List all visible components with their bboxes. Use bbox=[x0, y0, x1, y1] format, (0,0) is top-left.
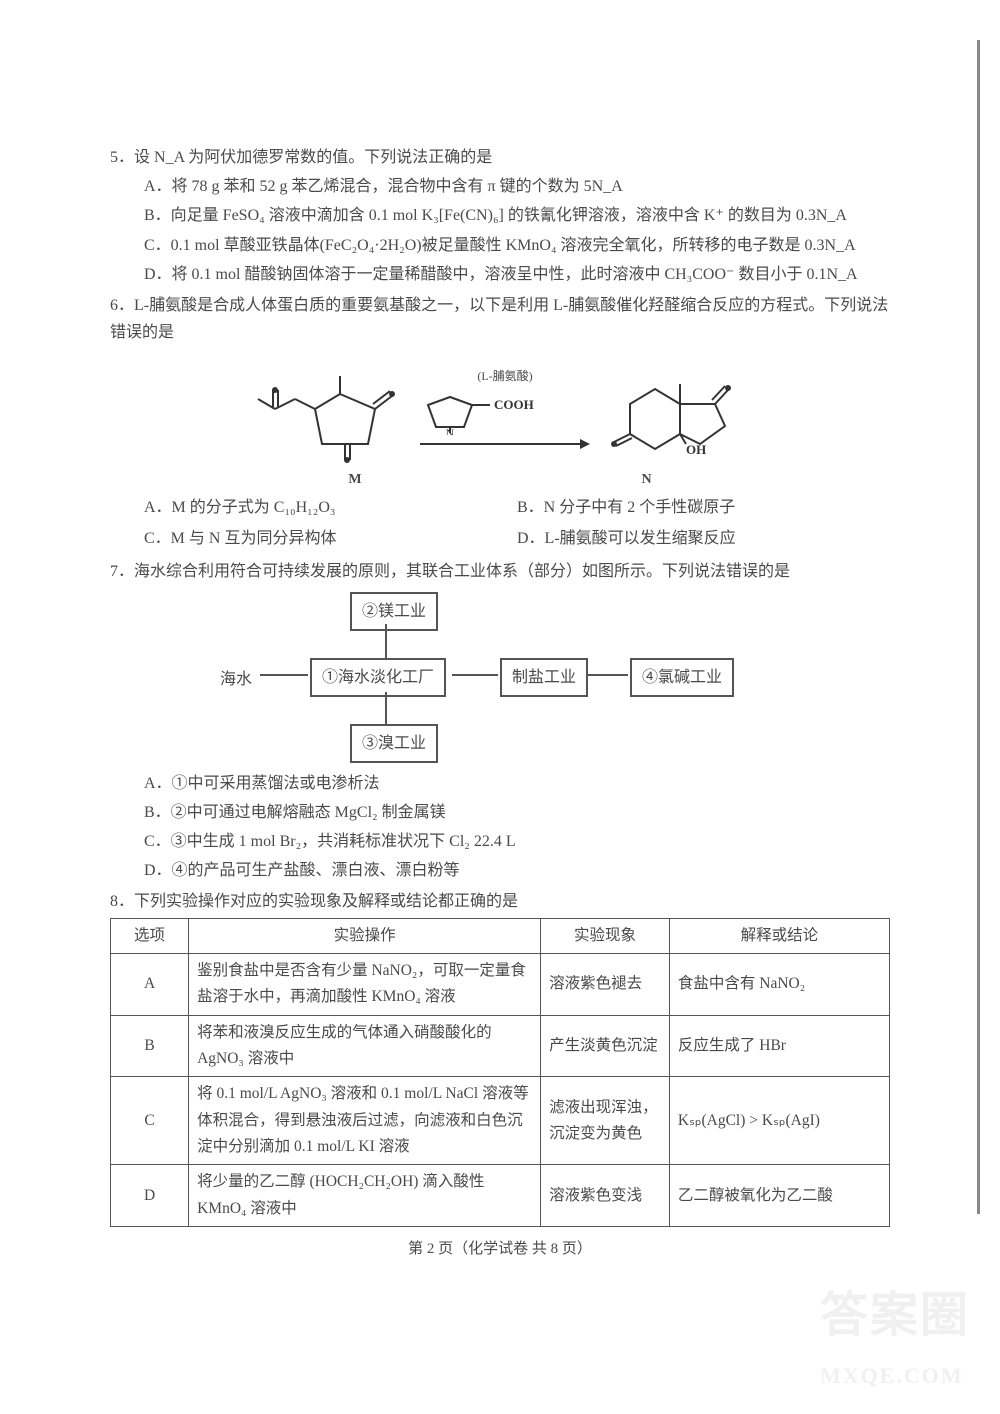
q7-stem: 海水综合利用符合可持续发展的原则，其联合工业体系（部分）如图所示。下列说法错误的… bbox=[134, 563, 790, 580]
q6-stem: L-脯氨酸是合成人体蛋白质的重要氨基酸之一，以下是利用 L-脯氨酸催化羟醛缩合反… bbox=[110, 297, 888, 341]
cell-concl: Kₛₚ(AgCl) > Kₛₚ(AgI) bbox=[669, 1077, 889, 1165]
side-mark bbox=[977, 40, 980, 1214]
table-row: D 将少量的乙二醇 (HOCH₂CH₂OH) 滴入酸性 KMnO₄ 溶液中 溶液… bbox=[111, 1165, 890, 1227]
catalyst-label: (L-脯氨酸) bbox=[420, 366, 590, 386]
flow-line bbox=[588, 674, 628, 676]
catalyst-structure: N COOH H bbox=[420, 385, 570, 435]
q6-opt-c: C．M 与 N 互为同分异构体 bbox=[144, 525, 517, 552]
flow-line bbox=[452, 674, 498, 676]
q7-opt-d: D．④的产品可生产盐酸、漂白液、漂白粉等 bbox=[144, 857, 890, 884]
cell-opt: B bbox=[111, 1015, 189, 1077]
molecule-m bbox=[250, 354, 410, 464]
flow-box-salt: 制盐工业 bbox=[500, 658, 588, 697]
q5-opt-a: A．将 78 g 苯和 52 g 苯乙烯混合，混合物中含有 π 键的个数为 5N… bbox=[144, 173, 890, 200]
cell-op: 将 0.1 mol/L AgNO₃ 溶液和 0.1 mol/L NaCl 溶液等… bbox=[189, 1077, 541, 1165]
table-row: A 鉴别食盐中是否含有少量 NaNO₂，可取一定量食盐溶于水中，再滴加酸性 KM… bbox=[111, 953, 890, 1015]
flow-line bbox=[385, 624, 387, 658]
th-conclusion: 解释或结论 bbox=[669, 918, 889, 953]
flow-line bbox=[260, 674, 308, 676]
cell-concl: 乙二醇被氧化为乙二酸 bbox=[669, 1165, 889, 1227]
q7-opt-a: A．①中可采用蒸馏法或电渗析法 bbox=[144, 770, 890, 797]
cell-phen: 溶液紫色变浅 bbox=[541, 1165, 670, 1227]
q6-opt-d: D．L-脯氨酸可以发生缩聚反应 bbox=[517, 525, 890, 552]
q5-stem-line: 5．设 N_A 为阿伏加德罗常数的值。下列说法正确的是 bbox=[110, 144, 890, 171]
q6-number: 6． bbox=[110, 297, 134, 314]
q6-mol-labels: M N bbox=[110, 468, 890, 492]
q5-opt-d: D．将 0.1 mol 醋酸钠固体溶于一定量稀醋酸中，溶液呈中性，此时溶液中 C… bbox=[144, 261, 890, 288]
cell-opt: D bbox=[111, 1165, 189, 1227]
flow-box-mg: ②镁工业 bbox=[350, 592, 438, 631]
oh-label: OH bbox=[686, 442, 706, 457]
flow-sea-label: 海水 bbox=[220, 666, 252, 693]
cell-phen: 溶液紫色褪去 bbox=[541, 953, 670, 1015]
flow-box-desal: ①海水淡化工厂 bbox=[310, 658, 446, 697]
cell-concl: 反应生成了 HBr bbox=[669, 1015, 889, 1077]
th-operation: 实验操作 bbox=[189, 918, 541, 953]
watermark-line1: 答案圈 bbox=[820, 1275, 970, 1357]
cell-opt: C bbox=[111, 1077, 189, 1165]
th-option: 选项 bbox=[111, 918, 189, 953]
cell-op: 鉴别食盐中是否含有少量 NaNO₂，可取一定量食盐溶于水中，再滴加酸性 KMnO… bbox=[189, 953, 541, 1015]
cell-op: 将少量的乙二醇 (HOCH₂CH₂OH) 滴入酸性 KMnO₄ 溶液中 bbox=[189, 1165, 541, 1227]
arrow-icon bbox=[420, 435, 590, 453]
q6-reaction-figure: (L-脯氨酸) N COOH H bbox=[110, 354, 890, 464]
watermark-corner: 答案圈 MXQE.COM bbox=[820, 1275, 970, 1394]
q8-table: 选项 实验操作 实验现象 解释或结论 A 鉴别食盐中是否含有少量 NaNO₂，可… bbox=[110, 918, 890, 1227]
th-phenomenon: 实验现象 bbox=[541, 918, 670, 953]
q8-stem: 下列实验操作对应的实验现象及解释或结论都正确的是 bbox=[134, 893, 518, 910]
q6-opt-b: B．N 分子中有 2 个手性碳原子 bbox=[517, 494, 890, 521]
cooh-label: COOH bbox=[494, 397, 534, 412]
watermark-line2: MXQE.COM bbox=[820, 1357, 970, 1394]
table-row: B 将苯和液溴反应生成的气体通入硝酸酸化的 AgNO₃ 溶液中 产生淡黄色沉淀 … bbox=[111, 1015, 890, 1077]
q7-flow-diagram: 海水 ②镁工业 ①海水淡化工厂 制盐工业 ④氯碱工业 ③溴工业 bbox=[220, 592, 780, 762]
q7-number: 7． bbox=[110, 563, 134, 580]
q5-stem: 设 N_A 为阿伏加德罗常数的值。下列说法正确的是 bbox=[134, 149, 492, 166]
page-footer: 第 2 页（化学试卷 共 8 页） bbox=[110, 1237, 890, 1263]
table-row: C 将 0.1 mol/L AgNO₃ 溶液和 0.1 mol/L NaCl 溶… bbox=[111, 1077, 890, 1165]
q6-stem-line: 6．L-脯氨酸是合成人体蛋白质的重要氨基酸之一，以下是利用 L-脯氨酸催化羟醛缩… bbox=[110, 292, 890, 346]
reaction-arrow-block: (L-脯氨酸) N COOH H bbox=[420, 366, 590, 452]
question-6: 6．L-脯氨酸是合成人体蛋白质的重要氨基酸之一，以下是利用 L-脯氨酸催化羟醛缩… bbox=[110, 292, 890, 555]
cell-op: 将苯和液溴反应生成的气体通入硝酸酸化的 AgNO₃ 溶液中 bbox=[189, 1015, 541, 1077]
question-8: 8．下列实验操作对应的实验现象及解释或结论都正确的是 选项 实验操作 实验现象 … bbox=[110, 888, 890, 1227]
cell-phen: 产生淡黄色沉淀 bbox=[541, 1015, 670, 1077]
q7-opt-b: B．②中可通过电解熔融态 MgCl₂ 制金属镁 bbox=[144, 799, 890, 826]
cell-phen: 滤液出现浑浊，沉淀变为黄色 bbox=[541, 1077, 670, 1165]
label-n: N bbox=[642, 468, 652, 492]
page: 5．设 N_A 为阿伏加德罗常数的值。下列说法正确的是 A．将 78 g 苯和 … bbox=[0, 0, 1000, 1414]
label-m: M bbox=[348, 468, 361, 492]
flow-box-chlor: ④氯碱工业 bbox=[630, 658, 734, 697]
q5-number: 5． bbox=[110, 149, 134, 166]
q6-opt-a: A．M 的分子式为 C₁₀H₁₂O₃ bbox=[144, 494, 517, 521]
cell-opt: A bbox=[111, 953, 189, 1015]
cell-concl: 食盐中含有 NaNO₂ bbox=[669, 953, 889, 1015]
molecule-n: OH bbox=[600, 354, 750, 464]
question-7: 7．海水综合利用符合可持续发展的原则，其联合工业体系（部分）如图所示。下列说法错… bbox=[110, 558, 890, 884]
flow-box-br: ③溴工业 bbox=[350, 724, 438, 763]
q8-number: 8． bbox=[110, 893, 134, 910]
table-header-row: 选项 实验操作 实验现象 解释或结论 bbox=[111, 918, 890, 953]
flow-line bbox=[385, 692, 387, 724]
q5-opt-b: B．向足量 FeSO₄ 溶液中滴加含 0.1 mol K₃[Fe(CN)₆] 的… bbox=[144, 202, 890, 229]
question-5: 5．设 N_A 为阿伏加德罗常数的值。下列说法正确的是 A．将 78 g 苯和 … bbox=[110, 144, 890, 288]
q5-opt-c: C．0.1 mol 草酸亚铁晶体(FeC₂O₄·2H₂O)被足量酸性 KMnO₄… bbox=[144, 232, 890, 259]
q7-opt-c: C．③中生成 1 mol Br₂，共消耗标准状况下 Cl₂ 22.4 L bbox=[144, 828, 890, 855]
